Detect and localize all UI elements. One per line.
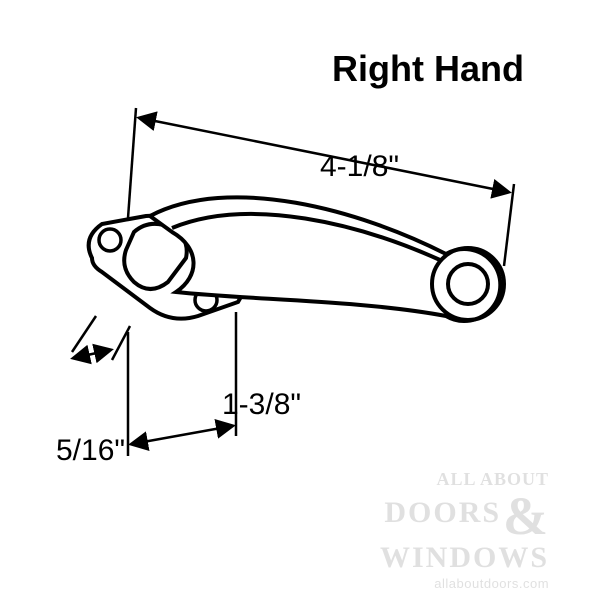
dimension-thickness-label: 5/16" — [56, 434, 125, 468]
title-label: Right Hand — [332, 48, 524, 90]
watermark-line2: DOORS — [384, 496, 501, 529]
dimension-offset-label: 1-3/8" — [222, 388, 301, 422]
watermark-line3: WINDOWS — [380, 541, 549, 574]
watermark: ALL ABOUT DOORS& WINDOWS allaboutdoors.c… — [380, 470, 549, 590]
watermark-url: allaboutdoors.com — [380, 577, 549, 590]
diagram-canvas: Right Hand 4-1/8" 1-3/8" 5/16" ALL ABOUT… — [0, 0, 600, 600]
watermark-ampersand-icon: & — [503, 489, 549, 543]
dimension-length-label: 4-1/8" — [320, 150, 399, 184]
